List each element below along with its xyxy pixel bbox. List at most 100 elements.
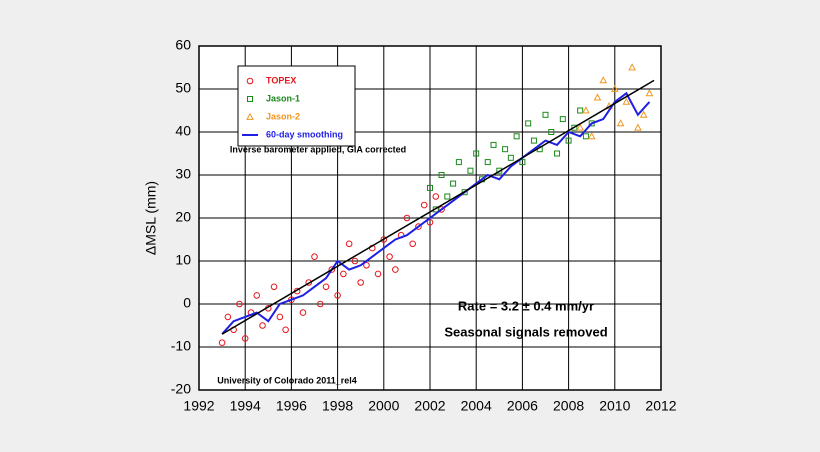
data-point <box>305 279 313 286</box>
legend-swatch <box>246 77 254 85</box>
annotation: Seasonal signals removed <box>444 324 607 339</box>
x-tick-label: 2006 <box>507 398 538 414</box>
data-point <box>577 107 584 114</box>
data-point <box>363 262 370 269</box>
data-point <box>490 141 497 148</box>
data-point <box>554 150 561 157</box>
data-point <box>432 193 440 200</box>
x-tick-label: 2008 <box>553 398 584 414</box>
data-point <box>513 133 520 140</box>
annotation: University of Colorado 2011_rel4 <box>217 375 357 385</box>
data-point <box>299 309 307 316</box>
data-point <box>645 89 654 97</box>
x-tick-label: 2002 <box>414 398 445 414</box>
legend-label: Jason-2 <box>266 111 300 121</box>
data-point <box>450 180 457 187</box>
data-point <box>322 283 330 291</box>
data-point <box>455 159 462 166</box>
y-tick-label: 10 <box>175 252 191 268</box>
y-tick-label: 60 <box>175 37 191 53</box>
data-point <box>351 257 359 265</box>
data-point <box>599 76 608 84</box>
data-point <box>345 240 353 248</box>
data-point <box>420 201 428 209</box>
data-point <box>496 167 503 174</box>
data-point <box>530 137 537 144</box>
data-point <box>576 123 584 131</box>
data-point <box>548 129 555 135</box>
x-tick-label: 1992 <box>183 398 214 414</box>
data-point <box>380 236 388 243</box>
data-point <box>409 240 416 248</box>
y-axis-label: ΔMSL (mm) <box>143 181 159 255</box>
legend-label: TOPEX <box>266 75 296 85</box>
data-point <box>438 172 445 178</box>
data-point <box>427 184 433 191</box>
data-point <box>622 97 631 105</box>
data-point <box>403 214 411 222</box>
data-point <box>218 339 226 347</box>
data-point <box>415 223 422 230</box>
data-point <box>502 146 509 153</box>
x-tick-label: 2004 <box>461 398 492 414</box>
data-point <box>386 253 393 261</box>
data-point <box>616 119 625 127</box>
y-tick-label: 20 <box>175 209 191 225</box>
data-point <box>507 154 514 161</box>
data-point <box>484 159 491 166</box>
data-point <box>628 63 636 71</box>
data-point <box>392 266 399 273</box>
annotation: Inverse barometer applied, GIA corrected <box>230 144 406 154</box>
y-tick-label: 50 <box>175 80 191 96</box>
data-point <box>571 124 578 131</box>
data-point <box>328 266 336 273</box>
legend-label: 60-day smoothing <box>266 129 343 139</box>
data-point <box>311 253 318 261</box>
data-point <box>282 326 289 334</box>
trend-line <box>221 79 655 335</box>
plot-frame <box>198 45 662 391</box>
x-tick-label: 2012 <box>645 398 676 414</box>
data-point <box>259 322 266 329</box>
data-point <box>639 110 648 118</box>
y-tick-label: -20 <box>171 381 191 397</box>
data-point <box>276 313 284 321</box>
legend-label: Jason-1 <box>266 93 300 103</box>
data-point <box>610 84 619 92</box>
data-point <box>525 120 532 127</box>
data-point <box>357 279 365 286</box>
legend-swatch <box>246 112 254 120</box>
data-point <box>461 189 468 196</box>
data-point <box>473 150 480 157</box>
data-point <box>241 335 249 342</box>
data-point <box>334 292 341 299</box>
annotation: Rate = 3.2 ± 0.4 mm/yr <box>458 298 594 313</box>
x-tick-label: 1998 <box>322 398 353 414</box>
data-point <box>236 300 243 308</box>
data-point <box>224 313 232 321</box>
legend-swatch <box>247 96 253 102</box>
data-point <box>559 116 566 123</box>
x-tick-label: 2000 <box>368 398 399 414</box>
y-tick-label: -10 <box>171 338 191 354</box>
data-point <box>565 137 572 144</box>
x-tick-label: 1994 <box>230 398 261 414</box>
legend-box <box>237 65 356 147</box>
y-tick-label: 0 <box>183 295 191 311</box>
data-point <box>467 167 474 174</box>
data-point <box>582 106 590 114</box>
data-point <box>634 123 642 131</box>
data-point <box>593 93 602 101</box>
data-point <box>374 270 382 278</box>
data-point <box>542 111 549 118</box>
y-tick-label: 40 <box>175 123 191 139</box>
smoothing-line <box>221 91 651 335</box>
data-point <box>582 133 589 140</box>
x-tick-label: 2010 <box>599 398 630 414</box>
data-point <box>253 292 261 299</box>
data-point <box>519 159 526 166</box>
data-point <box>270 283 278 291</box>
x-tick-label: 1996 <box>276 398 307 414</box>
